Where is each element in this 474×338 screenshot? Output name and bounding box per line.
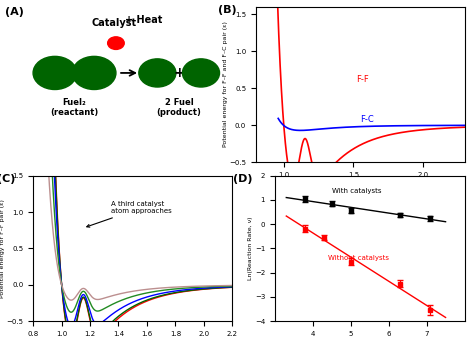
Y-axis label: Ln(Reaction Rate, ν): Ln(Reaction Rate, ν) [248, 217, 254, 280]
Text: Catalyst: Catalyst [91, 18, 137, 28]
Text: (C): (C) [0, 174, 16, 184]
Y-axis label: Potential energy for F–F pair (ε): Potential energy for F–F pair (ε) [0, 199, 5, 298]
Circle shape [33, 56, 77, 90]
Text: (B): (B) [219, 5, 237, 15]
Text: Fuel₂
(reactant): Fuel₂ (reactant) [50, 98, 99, 117]
Text: A third catalyst
atom approaches: A third catalyst atom approaches [87, 201, 172, 227]
Circle shape [139, 59, 176, 87]
Circle shape [108, 37, 124, 49]
Circle shape [182, 59, 219, 87]
Text: Without catalysts: Without catalysts [328, 255, 389, 261]
Text: + Heat: + Heat [125, 15, 162, 25]
Circle shape [73, 56, 116, 90]
Text: (A): (A) [5, 7, 24, 17]
Text: +: + [173, 66, 185, 80]
X-axis label: Distance (σ): Distance (σ) [335, 184, 386, 193]
Text: With catalysts: With catalysts [332, 188, 381, 194]
Text: F-C: F-C [360, 115, 374, 124]
Text: 2 Fuel
(product): 2 Fuel (product) [157, 98, 201, 117]
Text: F-F: F-F [356, 75, 369, 84]
Text: (D): (D) [233, 174, 253, 184]
Y-axis label: Potential energy for F–F and F–C pair (ε): Potential energy for F–F and F–C pair (ε… [223, 22, 228, 147]
